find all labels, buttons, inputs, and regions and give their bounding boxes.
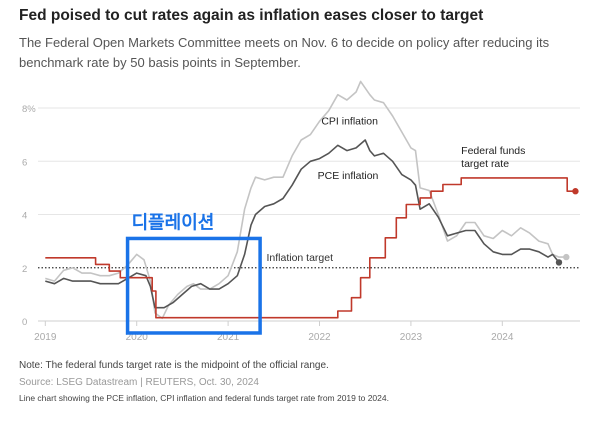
y-tick-label: 6 (22, 157, 27, 168)
cpi-inflation-label: CPI inflation (321, 116, 378, 128)
cpi-inflation-line (45, 80, 567, 320)
chart-alt-text: Line chart showing the PCE inflation, CP… (19, 393, 389, 403)
fed-funds-rate-end-dot (572, 188, 579, 195)
fed-funds-label-line1: Federal funds (461, 145, 525, 157)
y-tick-label: 8% (22, 104, 36, 115)
cpi-inflation-end-dot (563, 253, 570, 261)
x-tick-label: 2024 (491, 332, 514, 343)
pce-inflation-line (45, 139, 560, 309)
inflation-target-label: Inflation target (266, 252, 333, 264)
y-tick-label: 4 (22, 211, 27, 222)
x-tick-label: 2023 (400, 332, 423, 343)
y-tick-label: 0 (22, 317, 27, 328)
pce-inflation-label: PCE inflation (318, 170, 379, 182)
y-tick-label: 2 (22, 264, 27, 275)
x-tick-label: 2021 (217, 332, 240, 343)
deflation-highlight-box (125, 236, 262, 335)
chart-title: Fed poised to cut rates again as inflati… (19, 7, 484, 24)
pce-inflation-end-dot (555, 259, 563, 266)
x-tick-label: 2019 (34, 332, 57, 343)
fed-funds-rate-line (45, 177, 576, 319)
chart-source: Source: LSEG Datastream | REUTERS, Oct. … (19, 377, 259, 388)
x-tick-label: 2022 (308, 332, 331, 343)
x-tick-label: 2020 (126, 332, 149, 343)
chart-note: Note: The federal funds target rate is t… (19, 360, 329, 371)
deflation-annotation-label: 디플레이션 (132, 212, 215, 233)
fed-funds-label-line2: target rate (461, 158, 509, 170)
chart-subtitle: The Federal Open Markets Committee meets… (19, 35, 550, 70)
